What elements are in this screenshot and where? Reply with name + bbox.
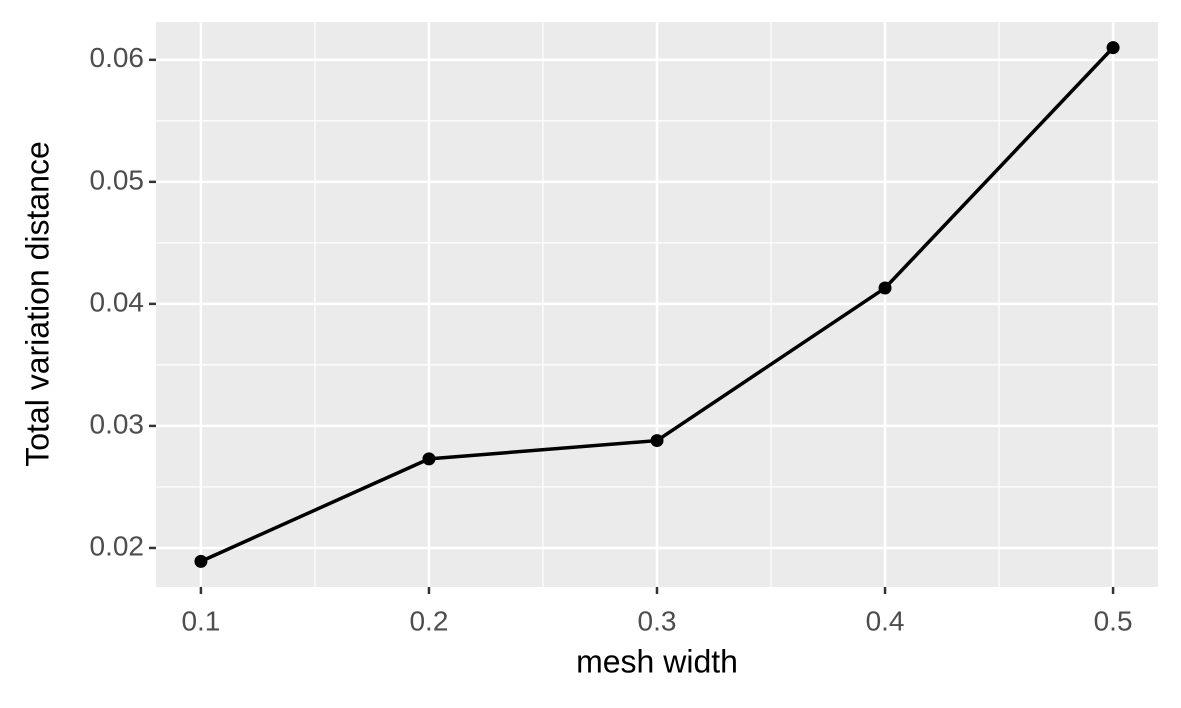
- y-tick-label: 0.05: [90, 164, 145, 195]
- point: [194, 554, 208, 568]
- y-tick-label: 0.04: [90, 286, 145, 317]
- y-axis-title: Total variation distance: [19, 141, 55, 467]
- x-tick-label: 0.1: [181, 605, 220, 636]
- x-tick-label: 0.5: [1094, 605, 1133, 636]
- x-tick-label: 0.4: [866, 605, 905, 636]
- point: [422, 452, 436, 466]
- x-tick-label: 0.3: [638, 605, 677, 636]
- y-tick-label: 0.02: [90, 530, 145, 561]
- point: [878, 281, 892, 295]
- point: [650, 434, 664, 448]
- y-tick-label: 0.03: [90, 408, 145, 439]
- y-tick-label: 0.06: [90, 42, 145, 73]
- x-axis-title: mesh width: [576, 643, 738, 679]
- x-tick-label: 0.2: [409, 605, 448, 636]
- point: [1106, 41, 1120, 55]
